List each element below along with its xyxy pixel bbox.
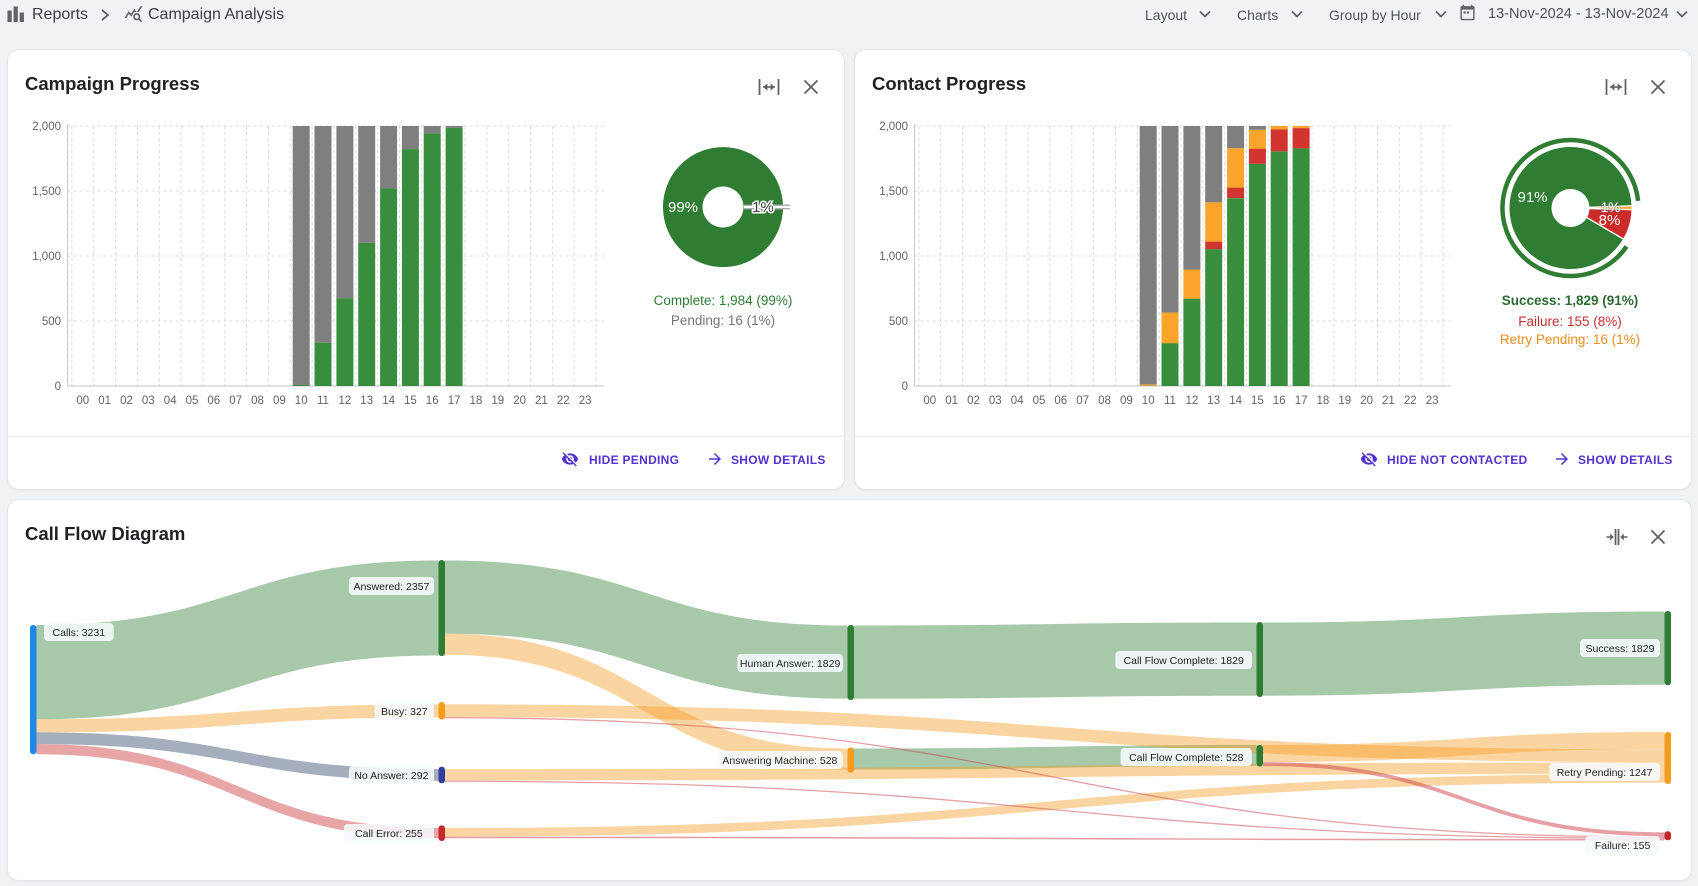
svg-text:09: 09 <box>1120 395 1133 407</box>
svg-text:1,500: 1,500 <box>32 186 61 198</box>
svg-text:21: 21 <box>1382 395 1395 407</box>
svg-text:15: 15 <box>404 395 417 407</box>
svg-text:16: 16 <box>426 395 439 407</box>
svg-text:13: 13 <box>1207 395 1220 407</box>
svg-text:Busy: 327: Busy: 327 <box>381 706 428 718</box>
svg-text:09: 09 <box>273 395 286 407</box>
svg-text:Answered: 2357: Answered: 2357 <box>353 581 429 593</box>
svg-text:Answering Machine: 528: Answering Machine: 528 <box>722 755 837 767</box>
svg-text:Failure: 155: Failure: 155 <box>1595 840 1651 852</box>
svg-text:00: 00 <box>76 395 89 407</box>
svg-text:10: 10 <box>1142 395 1155 407</box>
svg-text:1,500: 1,500 <box>879 186 908 198</box>
svg-text:Calls: 3231: Calls: 3231 <box>53 627 106 639</box>
svg-text:05: 05 <box>1033 395 1046 407</box>
svg-text:03: 03 <box>989 395 1002 407</box>
svg-text:2,000: 2,000 <box>879 121 908 133</box>
svg-text:14: 14 <box>382 395 395 407</box>
svg-text:18: 18 <box>470 395 483 407</box>
svg-text:03: 03 <box>142 395 155 407</box>
svg-text:04: 04 <box>164 395 177 407</box>
svg-text:01: 01 <box>945 395 958 407</box>
svg-text:06: 06 <box>1054 395 1067 407</box>
svg-text:18: 18 <box>1317 395 1330 407</box>
svg-text:500: 500 <box>889 316 908 328</box>
svg-text:19: 19 <box>491 395 504 407</box>
svg-text:14: 14 <box>1229 395 1242 407</box>
svg-text:22: 22 <box>557 395 570 407</box>
svg-text:11: 11 <box>1164 395 1176 407</box>
svg-text:07: 07 <box>1076 395 1089 407</box>
svg-text:Human Answer: 1829: Human Answer: 1829 <box>740 658 841 670</box>
svg-text:No Answer: 292: No Answer: 292 <box>354 770 428 782</box>
svg-text:99%: 99% <box>668 199 698 216</box>
svg-text:22: 22 <box>1404 395 1417 407</box>
svg-text:1%: 1% <box>1601 200 1621 215</box>
svg-text:10: 10 <box>295 395 308 407</box>
svg-text:23: 23 <box>1426 395 1439 407</box>
svg-text:08: 08 <box>251 395 264 407</box>
svg-text:0: 0 <box>902 381 908 393</box>
svg-text:Call Flow Complete: 1829: Call Flow Complete: 1829 <box>1124 655 1244 667</box>
svg-text:Call Error: 255: Call Error: 255 <box>355 828 423 840</box>
svg-text:Retry Pending: 1247: Retry Pending: 1247 <box>1557 767 1653 779</box>
svg-text:20: 20 <box>513 395 526 407</box>
svg-text:20: 20 <box>1360 395 1373 407</box>
svg-text:02: 02 <box>120 395 133 407</box>
svg-text:1%: 1% <box>752 199 774 216</box>
svg-text:1,000: 1,000 <box>32 251 61 263</box>
svg-text:04: 04 <box>1011 395 1024 407</box>
svg-text:500: 500 <box>42 316 61 328</box>
svg-text:11: 11 <box>317 395 329 407</box>
svg-text:19: 19 <box>1338 395 1351 407</box>
svg-text:2,000: 2,000 <box>32 121 61 133</box>
svg-text:05: 05 <box>186 395 199 407</box>
svg-text:Success: 1829: Success: 1829 <box>1586 643 1655 655</box>
svg-text:06: 06 <box>207 395 220 407</box>
svg-text:08: 08 <box>1098 395 1111 407</box>
svg-text:12: 12 <box>1186 395 1199 407</box>
svg-text:17: 17 <box>448 395 461 407</box>
svg-text:91%: 91% <box>1517 189 1547 206</box>
svg-text:0: 0 <box>55 381 61 393</box>
svg-text:01: 01 <box>98 395 111 407</box>
svg-text:16: 16 <box>1273 395 1286 407</box>
svg-text:07: 07 <box>229 395 242 407</box>
svg-text:1,000: 1,000 <box>879 251 908 263</box>
svg-text:17: 17 <box>1295 395 1308 407</box>
svg-text:12: 12 <box>339 395 352 407</box>
svg-text:21: 21 <box>535 395 548 407</box>
svg-text:23: 23 <box>579 395 592 407</box>
svg-text:Call Flow Complete: 528: Call Flow Complete: 528 <box>1129 752 1244 764</box>
svg-text:8%: 8% <box>1599 212 1621 229</box>
svg-text:13: 13 <box>360 395 373 407</box>
svg-text:00: 00 <box>923 395 936 407</box>
svg-text:02: 02 <box>967 395 980 407</box>
svg-text:15: 15 <box>1251 395 1264 407</box>
